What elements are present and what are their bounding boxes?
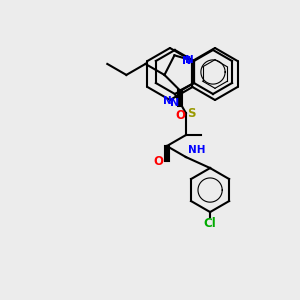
- Text: N: N: [163, 96, 171, 106]
- Text: O: O: [154, 155, 164, 168]
- Text: N: N: [185, 55, 194, 65]
- Text: N: N: [170, 98, 179, 108]
- Text: S: S: [187, 106, 195, 120]
- Text: N: N: [182, 56, 191, 66]
- Text: Cl: Cl: [204, 217, 217, 230]
- Text: NH: NH: [188, 145, 206, 155]
- Text: O: O: [175, 109, 185, 122]
